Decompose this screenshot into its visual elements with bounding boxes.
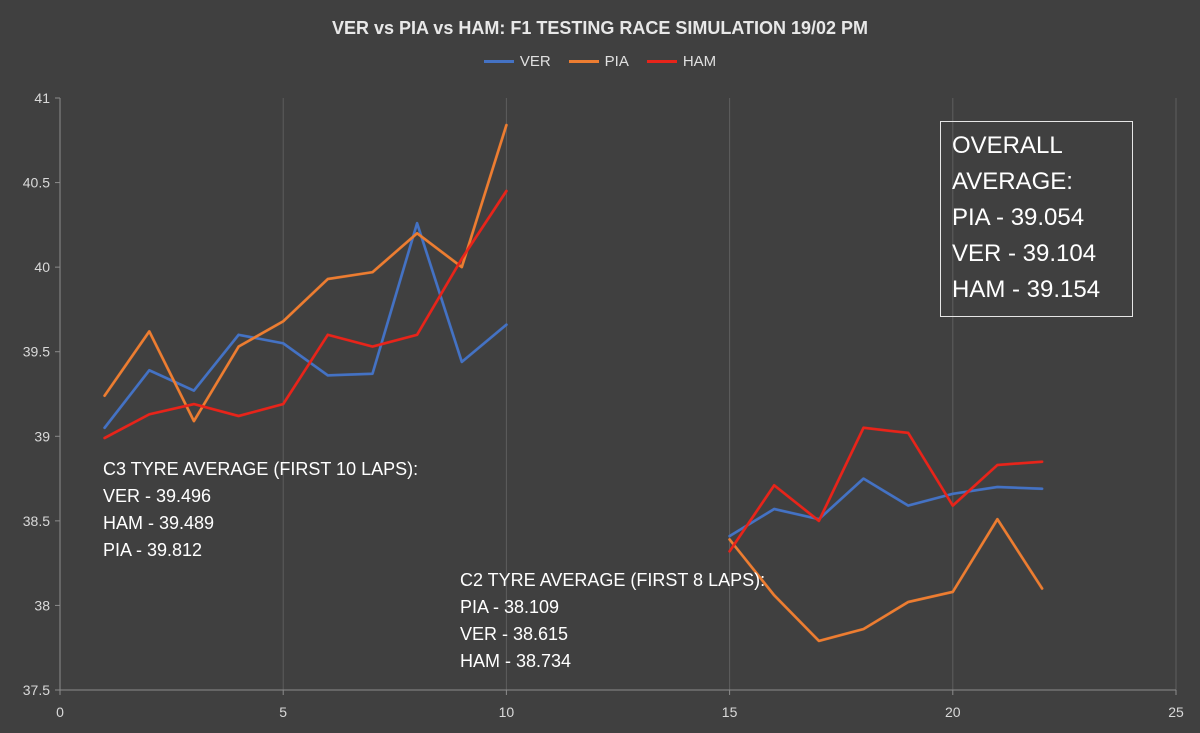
c2-ham: HAM - 38.734 — [460, 651, 572, 671]
x-tick-label: 25 — [1168, 704, 1184, 720]
overall-pia: PIA - 39.054 — [952, 204, 1085, 231]
y-tick-label: 39 — [34, 428, 50, 444]
legend-swatch-ver — [483, 60, 514, 63]
tick-labels: 37.5 38 38.5 39 39.5 40 40.5 41 0 5 10 15 20 25 — [23, 90, 1184, 720]
chart-title: VER vs PIA vs HAM: F1 TESTING RACE SIMUL… — [331, 18, 869, 38]
legend: VER PIA HAM — [0, 53, 1200, 70]
y-tick-label: 40 — [34, 259, 50, 275]
legend-label-pia: PIA — [604, 53, 629, 70]
c2-tyre-average-note: C2 TYRE AVERAGE (FIRST 8 LAPS): PIA - 38… — [460, 567, 765, 675]
x-tick-label: 15 — [722, 704, 738, 720]
series-lines — [103, 123, 1044, 643]
legend-item-pia: PIA — [568, 53, 629, 70]
legend-item-ver: VER — [483, 53, 551, 70]
c2-pia: PIA - 38.109 — [460, 597, 560, 617]
legend-swatch-ham — [646, 60, 677, 63]
c2-ver: VER - 38.615 — [460, 624, 569, 644]
overall-ver: VER - 39.104 — [952, 240, 1097, 267]
axes — [55, 97, 1177, 695]
series-line-ham-segment-2 — [728, 426, 1044, 553]
series-glow-pia-2 — [728, 517, 1044, 643]
c3-ver: VER - 39.496 — [103, 486, 212, 506]
c3-pia: PIA - 39.812 — [103, 540, 203, 560]
legend-item-ham: HAM — [646, 53, 717, 70]
overall-heading-1: OVERALL — [952, 132, 1063, 159]
legend-label-ver: VER — [519, 53, 551, 70]
series-line-ver-segment-1 — [103, 221, 508, 430]
c3-tyre-average-note: C3 TYRE AVERAGE (FIRST 10 LAPS): VER - 3… — [103, 456, 418, 564]
series-line-pia-segment-1 — [103, 123, 508, 423]
legend-label-ham: HAM — [682, 53, 717, 70]
overall-ham: HAM - 39.154 — [952, 276, 1101, 303]
y-tick-label: 38.5 — [23, 513, 50, 529]
overall-average-box: OVERALL AVERAGE: PIA - 39.054 VER - 39.1… — [940, 121, 1133, 317]
legend-swatch-pia — [568, 60, 599, 63]
x-tick-label: 5 — [279, 704, 287, 720]
y-tick-label: 37.5 — [23, 682, 50, 698]
c2-heading: C2 TYRE AVERAGE (FIRST 8 LAPS): — [460, 570, 766, 590]
series-line-ver-segment-2 — [728, 477, 1044, 538]
y-tick-label: 38 — [34, 597, 50, 613]
series-line-ham-segment-1 — [103, 189, 508, 440]
c3-heading: C3 TYRE AVERAGE (FIRST 10 LAPS): — [103, 459, 419, 479]
y-tick-label: 40.5 — [23, 175, 50, 191]
y-tick-label: 39.5 — [23, 344, 50, 360]
c3-ham: HAM - 39.489 — [103, 513, 215, 533]
x-tick-label: 10 — [499, 704, 515, 720]
overall-heading-2: AVERAGE: — [952, 168, 1073, 195]
series-line-pia-segment-2 — [728, 517, 1044, 643]
series-glow-ham-2 — [728, 426, 1044, 553]
x-tick-label: 20 — [945, 704, 961, 720]
y-tick-label: 41 — [34, 90, 50, 106]
x-tick-label: 0 — [56, 704, 64, 720]
